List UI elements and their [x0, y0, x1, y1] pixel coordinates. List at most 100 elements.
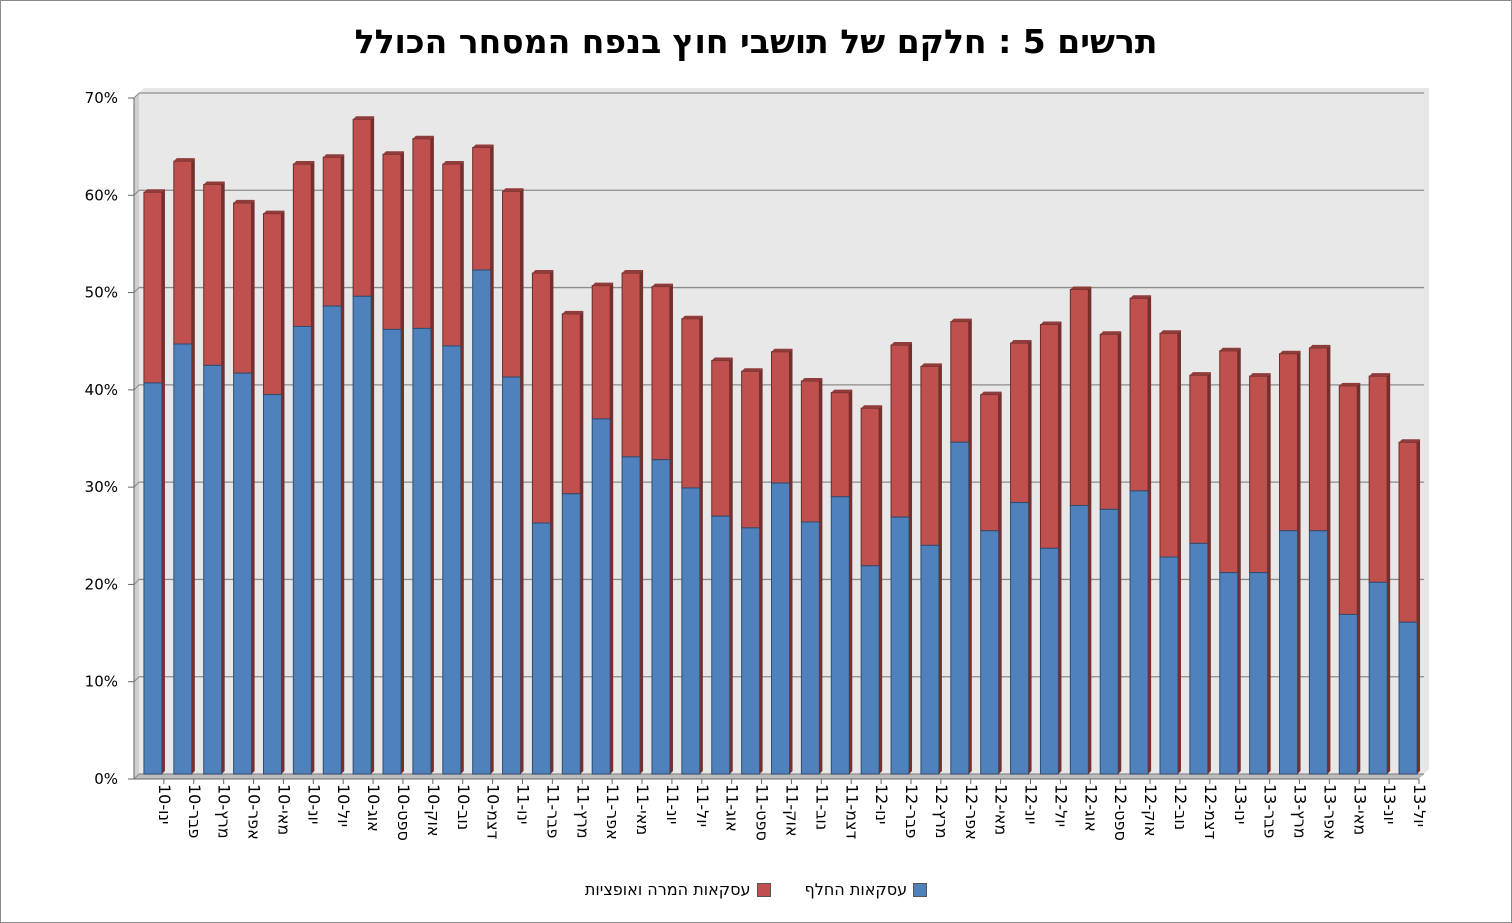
bar-cap	[891, 341, 913, 345]
gridline-depth	[133, 773, 140, 780]
x-tick-label: ספט-10	[394, 784, 413, 841]
bar-side	[879, 405, 883, 774]
x-tick-label: מרץ-13	[1291, 784, 1310, 839]
bar-cap	[1130, 295, 1152, 299]
y-tick-label: 60%	[85, 186, 118, 204]
y-tick-label: 40%	[85, 381, 118, 399]
bar-segment-swap	[771, 482, 790, 775]
bar-cap	[741, 368, 763, 372]
bar-segment-conversion-options	[561, 313, 581, 495]
bar-side	[1177, 330, 1181, 774]
bar-side	[221, 181, 225, 774]
bar-segment-conversion-options	[1308, 347, 1328, 532]
bar-segment-conversion-options	[681, 318, 701, 489]
bar-cap	[651, 283, 673, 287]
bar-segment-conversion-options	[262, 213, 282, 396]
bar-segment-conversion-options	[1129, 297, 1149, 492]
bar-side	[1327, 344, 1331, 774]
x-tick-label: אפר-13	[1320, 784, 1339, 840]
x-tick-label: אוג-10	[364, 784, 383, 832]
bar-side	[1357, 382, 1361, 774]
x-tick-label: יול-13	[1410, 784, 1429, 827]
legend: עסקאות החלף עסקאות המרה ואופציות	[0, 880, 1512, 899]
bar-segment-swap	[382, 328, 402, 775]
bar-segment-conversion-options	[1069, 289, 1089, 506]
bar-side	[610, 282, 614, 774]
x-tick-label: מאי-11	[633, 784, 652, 835]
bar-cap	[771, 348, 793, 352]
x-tick-label: מאי-10	[274, 784, 293, 835]
x-tick-label: מרץ-12	[932, 784, 951, 839]
bar-segment-conversion-options	[1398, 441, 1418, 623]
bar-cap	[1219, 347, 1241, 351]
bar-segment-conversion-options	[412, 138, 432, 329]
legend-swatch-swap	[913, 882, 928, 897]
bar-segment-swap	[651, 459, 671, 775]
bar-side	[789, 348, 793, 774]
y-tick-label: 10%	[85, 673, 118, 691]
bar-segment-conversion-options	[950, 321, 970, 443]
y-tick-label: 0%	[94, 770, 118, 788]
legend-label-swap: עסקאות החלף	[804, 880, 908, 899]
bar-segment-swap	[1129, 490, 1149, 775]
bar-cap	[1070, 286, 1092, 290]
bar-segment-conversion-options	[1099, 333, 1119, 510]
bar-segment-swap	[1189, 542, 1209, 775]
bar-segment-swap	[860, 565, 880, 775]
bar-cap	[861, 405, 883, 409]
x-tick-label: נוב-12	[1171, 784, 1190, 830]
bar-cap	[1189, 372, 1211, 376]
bar-segment-swap	[322, 305, 342, 775]
bar-cap	[1399, 439, 1421, 443]
bar-cap	[412, 135, 434, 139]
bar-cap	[711, 357, 733, 361]
bar-cap	[801, 377, 823, 381]
bar-segment-conversion-options	[800, 380, 820, 523]
x-tick-label: ינו-12	[872, 784, 891, 824]
bar-segment-conversion-options	[143, 191, 163, 384]
bar-side	[311, 161, 315, 775]
bar-segment-conversion-options	[920, 365, 940, 546]
bar-segment-conversion-options	[322, 156, 342, 307]
bar-cap	[442, 161, 464, 165]
bar-segment-swap	[980, 530, 1000, 775]
bar-side	[699, 315, 703, 774]
bar-segment-conversion-options	[830, 392, 850, 498]
bar-segment-swap	[352, 295, 372, 775]
bar-segment-swap	[591, 418, 611, 775]
bar-segment-swap	[741, 527, 761, 775]
bar-cap	[681, 315, 703, 319]
gridline-depth	[133, 287, 140, 293]
bar-segment-swap	[143, 382, 163, 775]
bar-segment-swap	[830, 496, 850, 775]
bar-cap	[323, 154, 345, 158]
bar-side	[520, 188, 524, 775]
gridline-depth	[133, 189, 140, 196]
x-tick-label: אוג-12	[1081, 784, 1100, 832]
bar-side	[998, 391, 1002, 774]
plot-side-wall	[134, 93, 139, 779]
x-tick-label: אפר-10	[245, 784, 264, 840]
bar-segment-swap	[1338, 613, 1358, 775]
x-tick-label: פבר-12	[902, 784, 921, 838]
bar-segment-swap	[1398, 621, 1418, 775]
bar-cap	[950, 318, 972, 322]
x-tick-label: ינו-11	[514, 784, 533, 824]
bar-segment-conversion-options	[382, 153, 402, 330]
bar-cap	[472, 144, 494, 148]
bar-segment-conversion-options	[472, 146, 492, 271]
gridline-depth	[133, 384, 140, 391]
x-tick-label: נוב-10	[454, 784, 473, 830]
bar-side	[909, 341, 913, 774]
gridline-depth	[133, 676, 140, 683]
gridline-depth	[133, 481, 140, 488]
bar-side	[281, 210, 285, 775]
bar-side	[1387, 373, 1391, 774]
bar-segment-swap	[472, 269, 492, 775]
bar-cap	[1339, 382, 1361, 386]
bar-side	[1297, 350, 1301, 774]
bar-segment-swap	[681, 487, 701, 775]
x-tick-label: דצמ-11	[842, 784, 861, 839]
x-tick-label: מאי-13	[1350, 784, 1369, 835]
x-tick-label: דצמ-12	[1201, 784, 1220, 839]
